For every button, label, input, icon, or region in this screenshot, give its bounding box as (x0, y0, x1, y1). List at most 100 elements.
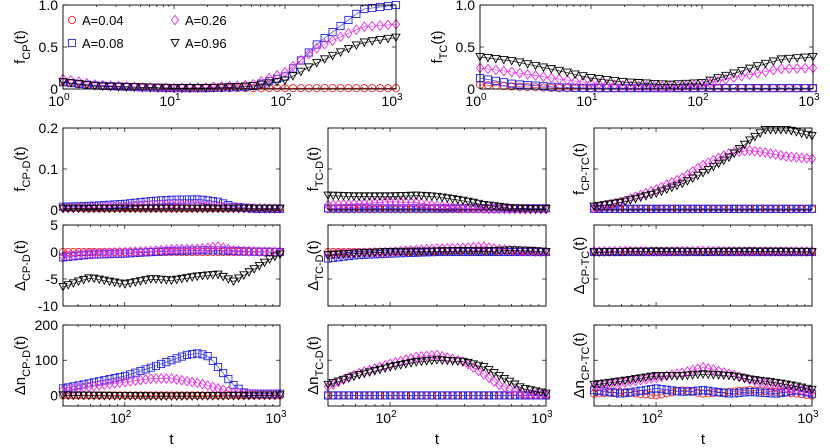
data-point (125, 204, 135, 214)
data-point (657, 80, 668, 89)
data-point (453, 195, 463, 205)
data-point (312, 42, 321, 54)
legend-marker (170, 38, 180, 48)
data-point (667, 204, 676, 213)
data-point (463, 197, 473, 207)
data-point (697, 79, 707, 88)
data-point (750, 145, 760, 157)
y-axis-label: fCP(t) (12, 30, 33, 64)
data-point (683, 204, 692, 213)
data-point (376, 84, 385, 93)
data-point (525, 386, 536, 395)
y-tick-label: -5 (46, 271, 59, 287)
data-point (745, 204, 754, 213)
series-A-0.96 (589, 125, 817, 212)
x-tick-label: 101 (576, 92, 598, 109)
data-point (369, 248, 380, 258)
data-point (135, 392, 146, 401)
series-A-0.26 (475, 62, 818, 92)
data-point (161, 83, 171, 93)
data-point (349, 204, 359, 213)
data-point (74, 80, 84, 89)
data-point (777, 63, 786, 75)
data-point (504, 204, 515, 213)
data-point (698, 169, 708, 178)
data-point (167, 391, 176, 400)
series-group (58, 0, 401, 94)
data-point (384, 1, 393, 11)
data-point (784, 54, 794, 64)
data-point (515, 204, 525, 214)
series-line (62, 203, 280, 209)
data-point (109, 391, 120, 401)
data-point (240, 82, 251, 92)
data-point (484, 391, 493, 400)
data-point (254, 261, 265, 271)
data-point (547, 72, 556, 84)
data-point (530, 205, 541, 214)
y-tick-label: 1.0 (39, 0, 59, 13)
data-point (68, 279, 79, 288)
data-point (421, 192, 432, 201)
data-point (787, 151, 796, 163)
data-point (417, 204, 426, 213)
data-point (416, 357, 427, 367)
y-tick-label: 0.2 (39, 120, 59, 136)
data-point (380, 248, 390, 257)
data-point (141, 365, 150, 374)
data-point (203, 352, 212, 361)
data-point (375, 204, 384, 213)
x-tick-label: 102 (641, 409, 663, 426)
series-A-0.96 (323, 356, 551, 399)
data-point (698, 204, 708, 213)
legend-entry-a004: A=0.04 (67, 13, 124, 28)
data-point (499, 56, 509, 65)
data-point (682, 371, 693, 381)
data-point (708, 370, 719, 380)
data-point (182, 350, 192, 359)
data-point (198, 350, 207, 359)
data-point (473, 247, 484, 256)
data-point (453, 357, 463, 367)
data-point (610, 79, 619, 91)
data-point (506, 57, 517, 66)
data-point (438, 200, 447, 212)
data-point (458, 196, 468, 206)
data-point (187, 392, 197, 401)
series-line (62, 37, 397, 89)
data-point (755, 146, 765, 158)
x-tick-label: 103 (265, 409, 287, 426)
x-tick-label: 101 (159, 92, 181, 109)
data-point (208, 356, 217, 365)
data-point (777, 84, 786, 93)
data-point (218, 204, 228, 214)
data-point (228, 277, 239, 287)
data-point (708, 162, 719, 172)
data-point (352, 24, 361, 36)
data-point (719, 366, 728, 378)
series-line (62, 254, 281, 288)
data-point (364, 368, 375, 378)
data-point (474, 365, 483, 377)
data-point (745, 84, 754, 93)
axes-frame (327, 324, 547, 407)
data-point (531, 70, 540, 81)
data-point (386, 358, 395, 370)
data-point (110, 374, 119, 383)
data-point (683, 387, 692, 396)
data-point (100, 376, 109, 385)
series-line (327, 250, 547, 256)
data-point (484, 242, 494, 253)
data-point (479, 391, 488, 400)
data-point (719, 247, 729, 257)
data-point (443, 391, 452, 400)
data-point (223, 391, 234, 401)
data-point (787, 204, 796, 213)
series-A-0.96 (323, 191, 551, 214)
data-point (328, 250, 338, 260)
data-point (432, 192, 442, 202)
data-point (709, 364, 718, 376)
data-point (151, 392, 161, 401)
data-point (146, 204, 156, 214)
data-point (228, 204, 239, 214)
